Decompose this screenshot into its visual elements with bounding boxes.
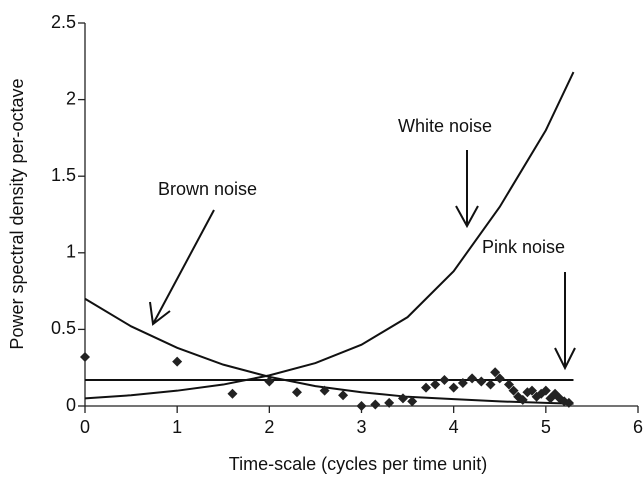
point xyxy=(467,373,478,384)
point xyxy=(563,397,574,408)
y-tick-label: 1 xyxy=(66,242,76,262)
y-tick-label: 0.5 xyxy=(51,318,76,338)
y-axis-label: Power spectral density per-octave xyxy=(7,78,27,349)
white-arrow xyxy=(455,150,479,229)
point xyxy=(421,382,432,393)
x-tick-label: 3 xyxy=(356,417,366,437)
point xyxy=(407,396,418,407)
point xyxy=(291,387,302,398)
y-tick-label: 0 xyxy=(66,395,76,415)
curve xyxy=(84,297,574,405)
pink-arrow xyxy=(554,272,576,371)
x-tick-label: 0 xyxy=(80,417,90,437)
y-tick-label: 2.5 xyxy=(51,12,76,32)
point xyxy=(397,393,408,404)
point xyxy=(319,385,330,396)
y-tick-label: 2 xyxy=(66,88,76,108)
point xyxy=(430,379,441,390)
annotation: Pink noise xyxy=(482,237,565,257)
x-tick-label: 2 xyxy=(264,417,274,437)
annotation: White noise xyxy=(398,116,492,136)
point xyxy=(490,367,501,378)
point xyxy=(494,373,505,384)
point xyxy=(439,374,450,385)
point xyxy=(227,388,238,399)
point xyxy=(80,351,90,362)
point xyxy=(503,379,514,390)
curve xyxy=(84,71,575,400)
point xyxy=(448,382,459,393)
x-tick-label: 4 xyxy=(449,417,459,437)
point xyxy=(338,390,349,401)
y-tick-label: 1.5 xyxy=(51,165,76,185)
point xyxy=(356,401,367,411)
point xyxy=(508,385,519,396)
brown-arrow xyxy=(149,209,215,326)
point xyxy=(264,376,275,387)
point xyxy=(485,379,496,390)
x-tick-label: 6 xyxy=(633,417,643,437)
x-tick-label: 1 xyxy=(172,417,182,437)
x-axis-label: Time-scale (cycles per time unit) xyxy=(229,454,487,474)
point xyxy=(476,376,487,387)
annotation: Brown noise xyxy=(158,179,257,199)
point xyxy=(370,399,381,410)
point xyxy=(540,385,551,396)
x-tick-label: 5 xyxy=(541,417,551,437)
point xyxy=(172,356,183,367)
point xyxy=(384,397,395,408)
point xyxy=(457,378,468,389)
point xyxy=(527,385,538,396)
point xyxy=(517,394,528,405)
